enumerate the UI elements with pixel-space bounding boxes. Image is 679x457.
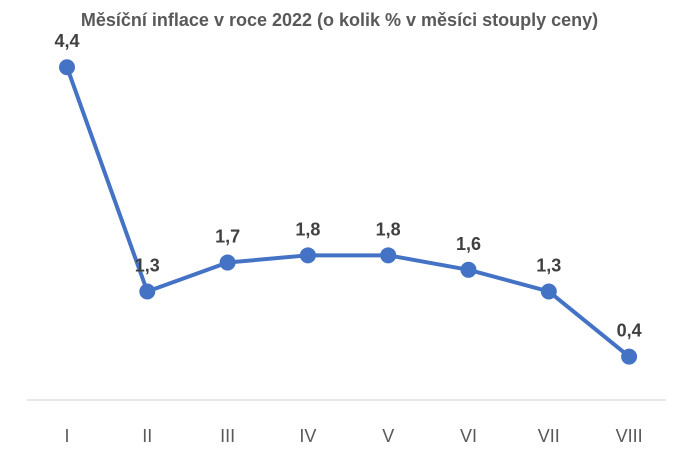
chart-title: Měsíční inflace v roce 2022 (o kolik % v…	[80, 10, 599, 30]
data-point-I	[59, 59, 75, 76]
data-point-III	[219, 254, 236, 271]
data-point-VII	[540, 283, 557, 300]
series-line	[65, 66, 631, 359]
x-axis-ticks: I II III IV V VI VII VIII	[64, 426, 642, 446]
series-group	[59, 59, 638, 365]
data-label: 1,7	[215, 227, 240, 247]
data-label: 1,8	[295, 219, 320, 239]
x-tick-label: VIII	[616, 426, 643, 446]
x-tick-label: VII	[538, 426, 560, 446]
data-labels: 4,4 1,3 1,7 1,8 1,8 1,6 1,3 0,4	[54, 31, 641, 340]
x-tick-label: IV	[299, 426, 316, 446]
data-point-II	[139, 283, 156, 300]
x-tick-label: I	[64, 426, 69, 446]
x-tick-label: III	[220, 426, 235, 446]
x-tick-label: VI	[460, 426, 477, 446]
data-label: 0,4	[617, 321, 642, 341]
data-label: 1,3	[135, 255, 160, 275]
data-label: 1,6	[456, 234, 481, 254]
data-label: 1,8	[376, 219, 401, 239]
data-point-V	[380, 247, 397, 264]
data-label: 1,3	[536, 255, 561, 275]
x-tick-label: V	[382, 426, 394, 446]
data-point-VIII	[621, 348, 638, 365]
data-point-VI	[460, 261, 477, 278]
x-tick-label: II	[142, 426, 152, 446]
data-point-IV	[299, 247, 316, 264]
data-label: 4,4	[54, 31, 79, 51]
